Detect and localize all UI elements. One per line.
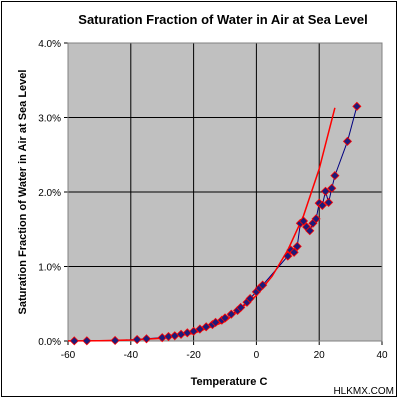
data-point — [298, 216, 309, 226]
y-tick-label: 0.0% — [38, 337, 61, 348]
x-tick-label: 20 — [314, 350, 326, 361]
y-tick-label: 3.0% — [38, 114, 61, 125]
y-tick-label: 1.0% — [38, 263, 61, 274]
y-tick-label: 2.0% — [38, 188, 61, 199]
data-point — [220, 313, 230, 323]
x-axis-label: Temperature C — [191, 376, 268, 388]
x-tick-label: 0 — [254, 350, 260, 361]
x-tick-label: -40 — [124, 350, 139, 361]
data-point — [311, 214, 321, 224]
data-point — [342, 136, 353, 146]
plot-area: -60 -40 -20 0 20 40 0.0% 1.0% 2.0% 3.0% 4.0% — [38, 39, 388, 361]
data-point — [110, 335, 120, 346]
data-point — [141, 334, 152, 344]
data-point — [236, 302, 246, 313]
data-point — [320, 186, 331, 196]
data-point — [330, 171, 340, 181]
x-tick-label: -20 — [186, 350, 201, 361]
data-point — [292, 241, 302, 251]
data-point — [82, 336, 92, 346]
data-point — [327, 183, 337, 193]
data-point — [283, 251, 293, 261]
y-tick-label: 4.0% — [38, 39, 61, 50]
data-point — [317, 200, 327, 210]
data-point — [226, 309, 236, 319]
chart-title: Saturation Fraction of Water in Air at S… — [78, 12, 367, 27]
data-point — [132, 334, 142, 345]
data-point — [258, 280, 268, 290]
plot-border — [67, 42, 383, 342]
x-tick-label: 40 — [376, 350, 388, 361]
data-point — [69, 336, 79, 346]
data-point — [245, 293, 255, 304]
data-point — [305, 226, 315, 236]
data-point — [324, 197, 334, 207]
data-point — [352, 101, 362, 111]
y-axis-label: Saturation Fraction of Water in Air at S… — [17, 70, 29, 315]
data-point — [289, 247, 299, 257]
watermark: HLKMX.COM — [333, 386, 394, 397]
x-tick-label: -60 — [61, 350, 76, 361]
